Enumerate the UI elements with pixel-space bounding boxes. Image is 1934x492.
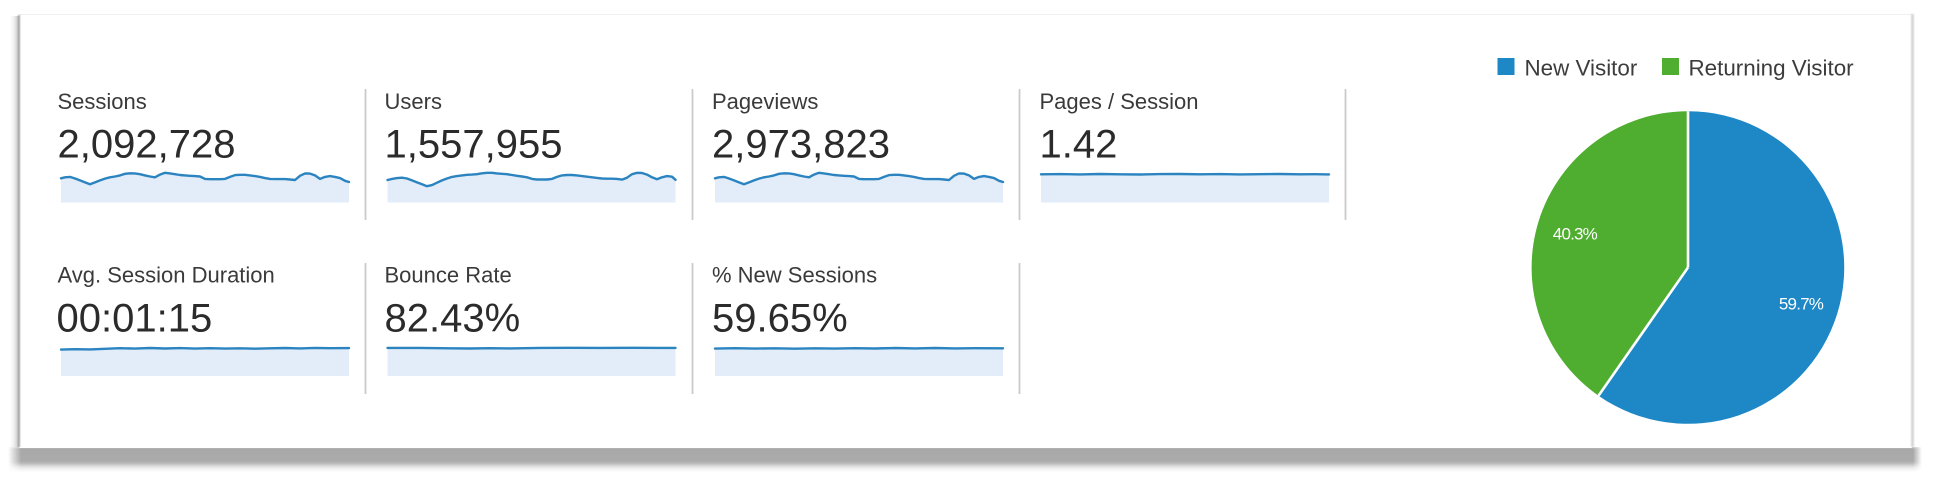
svg-text:40.3%: 40.3% [1553, 225, 1598, 244]
svg-text:Returning Visitor: Returning Visitor [1689, 55, 1855, 80]
svg-text:59.7%: 59.7% [1779, 295, 1824, 314]
svg-text:New Visitor: New Visitor [1525, 55, 1638, 80]
svg-text:Pageviews: Pageviews [712, 89, 818, 114]
svg-text:Sessions: Sessions [58, 89, 147, 114]
svg-text:2,973,823: 2,973,823 [712, 123, 890, 167]
svg-text:Pages / Session: Pages / Session [1040, 89, 1199, 114]
svg-text:% New Sessions: % New Sessions [712, 262, 877, 287]
svg-text:Bounce Rate: Bounce Rate [385, 262, 512, 287]
svg-text:Users: Users [385, 89, 442, 114]
svg-text:00:01:15: 00:01:15 [57, 297, 213, 341]
svg-text:59.65%: 59.65% [712, 297, 848, 341]
svg-text:82.43%: 82.43% [385, 297, 521, 341]
svg-text:2,092,728: 2,092,728 [58, 123, 236, 167]
svg-text:1.42: 1.42 [1040, 123, 1118, 167]
svg-text:1,557,955: 1,557,955 [385, 123, 563, 167]
svg-text:Avg. Session Duration: Avg. Session Duration [58, 262, 275, 287]
